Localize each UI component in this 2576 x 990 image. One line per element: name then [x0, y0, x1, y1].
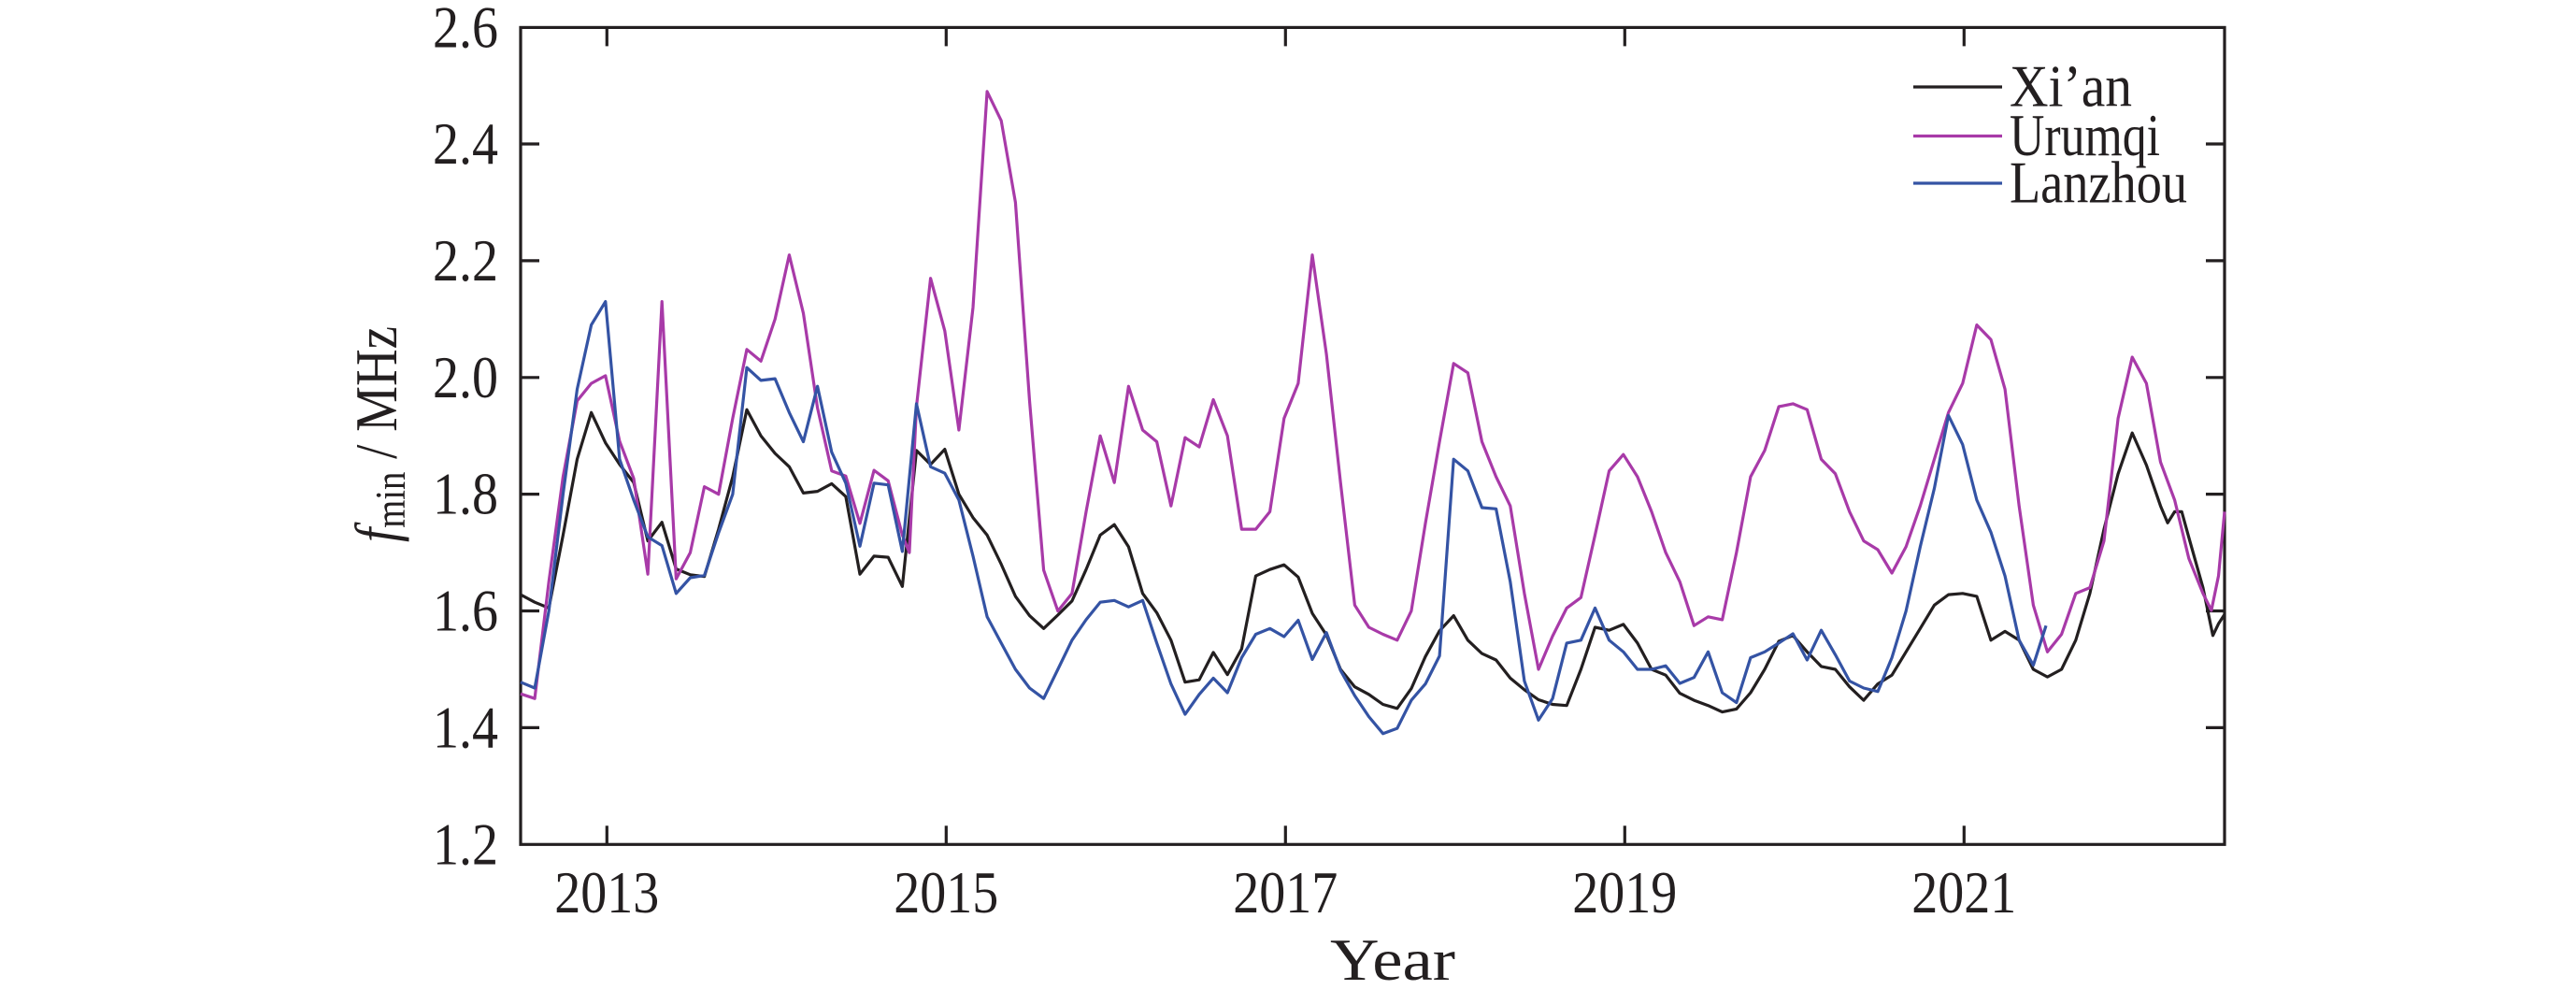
svg-text:1.4: 1.4: [433, 694, 498, 760]
svg-text:2013: 2013: [554, 859, 659, 925]
svg-text:Year: Year: [1330, 926, 1455, 990]
svg-text:Lanzhou: Lanzhou: [2010, 150, 2187, 216]
svg-text:1.8: 1.8: [433, 461, 498, 527]
svg-text:Xi’an: Xi’an: [2010, 53, 2132, 120]
svg-text:2.4: 2.4: [433, 110, 498, 177]
svg-text:2.6: 2.6: [433, 0, 498, 60]
svg-text:2.0: 2.0: [433, 344, 498, 410]
svg-text:2.2: 2.2: [433, 227, 498, 294]
svg-text:fmin / MHz: fmin / MHz: [343, 326, 414, 542]
svg-text:Urumqi: Urumqi: [2010, 102, 2160, 168]
svg-text:1.6: 1.6: [433, 578, 498, 644]
svg-text:2017: 2017: [1233, 859, 1338, 925]
svg-text:2015: 2015: [894, 859, 998, 925]
svg-text:1.2: 1.2: [433, 811, 498, 877]
svg-text:2019: 2019: [1572, 859, 1677, 925]
svg-text:2021: 2021: [1911, 859, 2016, 925]
